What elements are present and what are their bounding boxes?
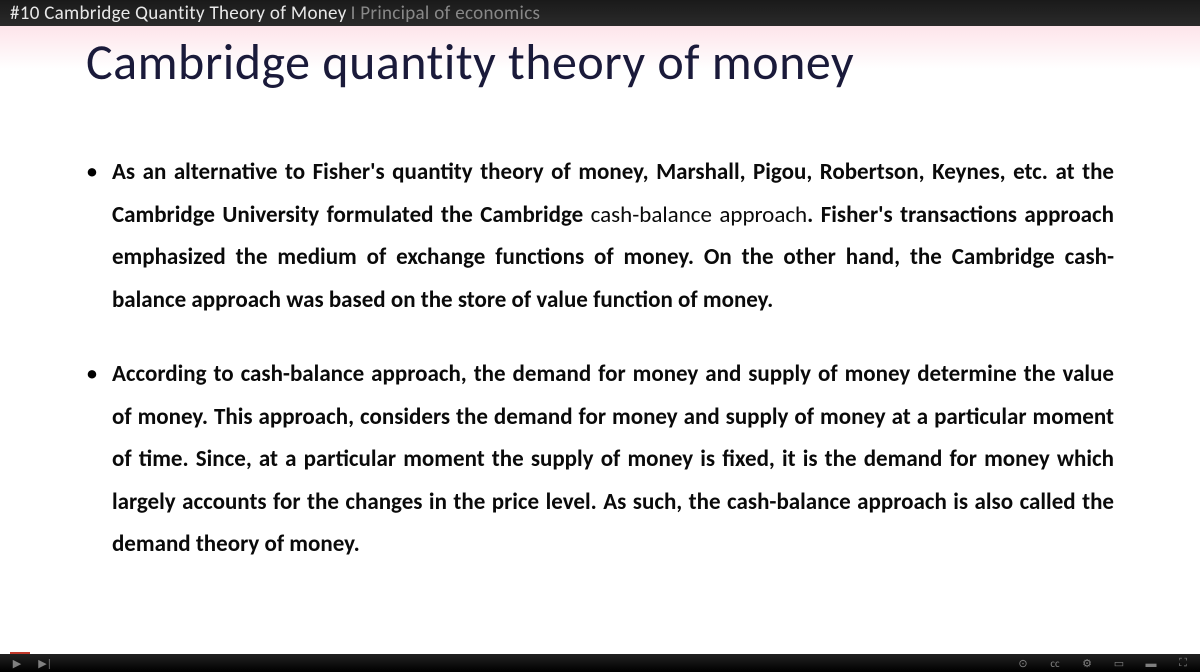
settings-icon[interactable]: ⚙: [1078, 657, 1096, 669]
play-icon[interactable]: ▶: [8, 657, 26, 669]
bullet-item: • According to cash-balance approach, th…: [86, 353, 1114, 566]
next-icon[interactable]: ▶|: [36, 657, 54, 669]
slide-title: Cambridge quantity theory of money: [86, 26, 1114, 121]
video-controls-bar: ▶ ▶| ⊙ cc ⚙ ▭ ▬ ⛶: [0, 654, 1200, 672]
autoplay-icon[interactable]: ⊙: [1014, 657, 1032, 669]
theater-icon[interactable]: ▬: [1142, 657, 1160, 669]
video-title-bar: #10 Cambridge Quantity Theory of Money I…: [0, 0, 1200, 26]
left-controls: ▶ ▶|: [8, 657, 54, 669]
bullet-text-1: As an alternative to Fisher's quantity t…: [112, 151, 1114, 321]
slide-body: • As an alternative to Fisher's quantity…: [86, 121, 1114, 566]
bullet-text-2: According to cash-balance approach, the …: [112, 353, 1114, 566]
right-controls: ⊙ cc ⚙ ▭ ▬ ⛶: [1014, 657, 1192, 669]
fullscreen-icon[interactable]: ⛶: [1174, 657, 1192, 669]
video-title-main: #10 Cambridge Quantity Theory of Money: [10, 2, 347, 25]
bullet-marker: •: [86, 355, 98, 566]
captions-icon[interactable]: cc: [1046, 657, 1064, 669]
video-title-suffix: I Principal of economics: [351, 2, 541, 25]
bullet-marker: •: [86, 153, 98, 321]
miniplayer-icon[interactable]: ▭: [1110, 657, 1128, 669]
bullet-item: • As an alternative to Fisher's quantity…: [86, 151, 1114, 321]
slide-content: Cambridge quantity theory of money • As …: [0, 26, 1200, 566]
